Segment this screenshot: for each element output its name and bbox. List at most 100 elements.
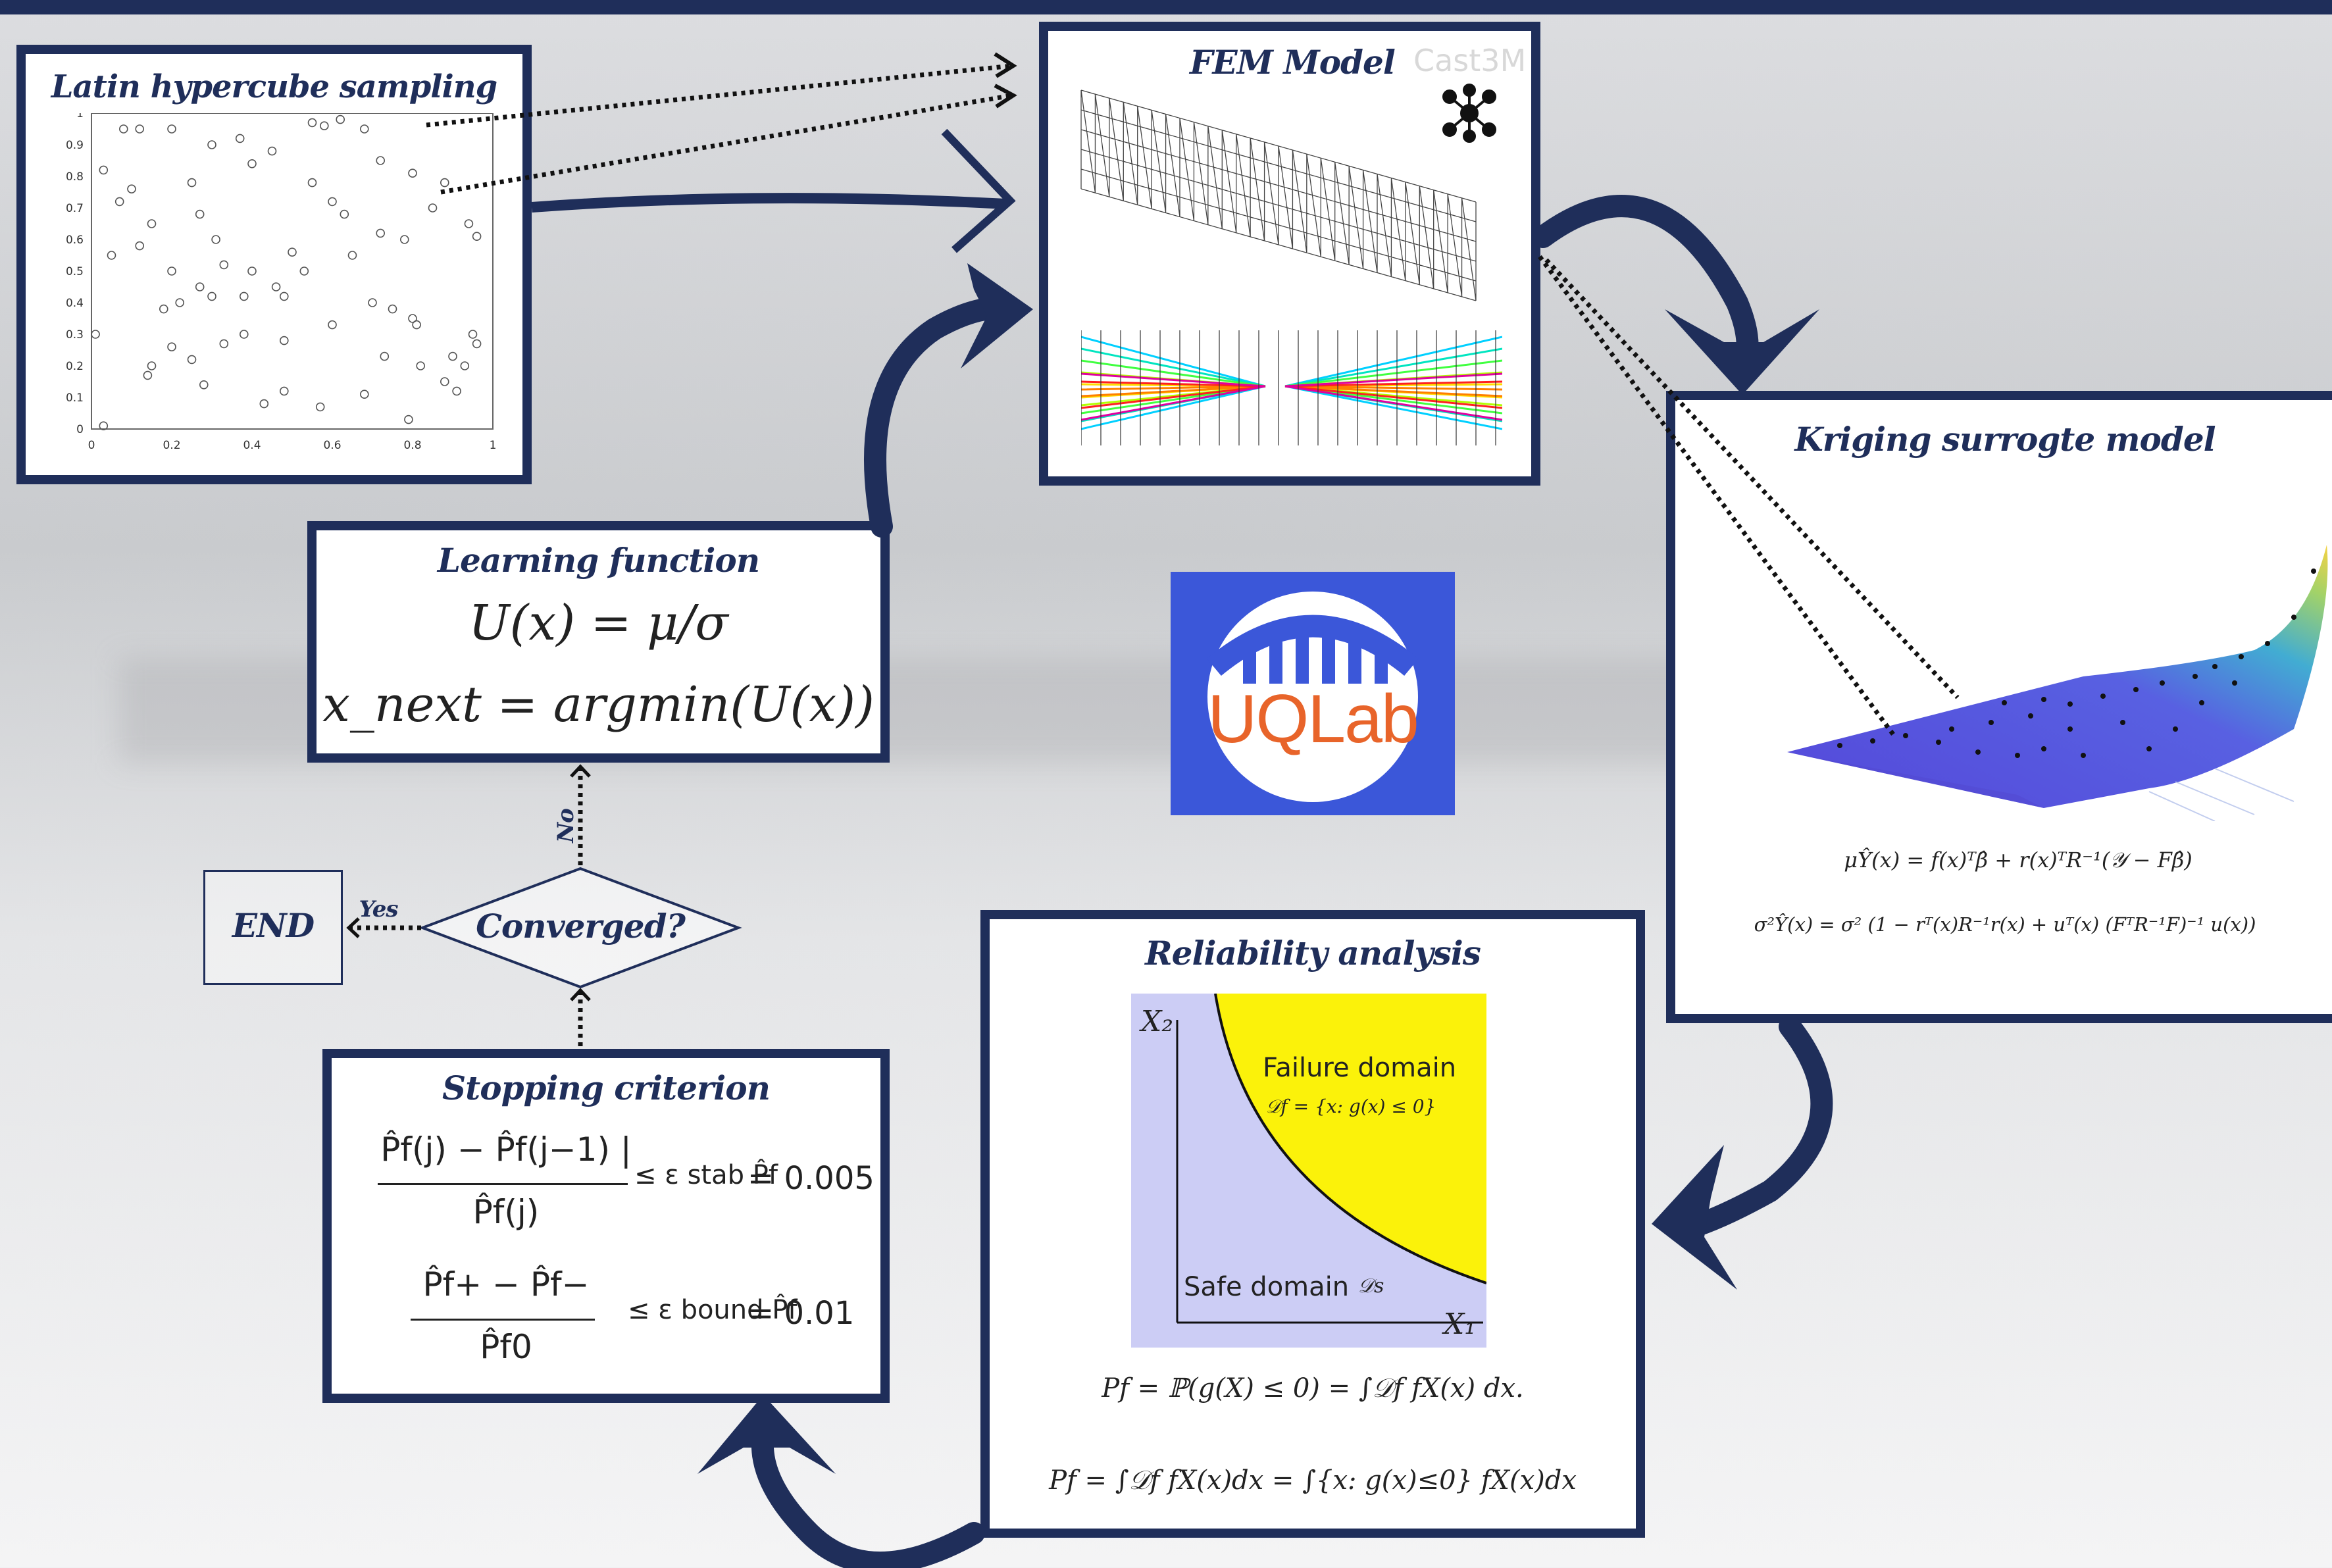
bold-arrow-lhs-fem-head xyxy=(941,128,1016,253)
kriging-mean-equation: μŶ(x) = f(x)ᵀβ̂ + r(x)ᵀR⁻¹(𝒴 − Fβ̂) xyxy=(1844,847,2193,873)
lhs-x-tick-label: 0 xyxy=(88,439,95,452)
kriging-title: Kriging surrogte model xyxy=(1794,420,2216,459)
lhs-y-tick-label: 0.4 xyxy=(66,297,84,310)
lhs-sample-point xyxy=(359,390,369,399)
dotted-arrow-head-2 xyxy=(994,84,1017,109)
kriging-variance-equation: σ²Ŷ(x) = σ² (1 − rᵀ(x)R⁻¹r(x) + uᵀ(x) (F… xyxy=(1754,913,2256,936)
uqlab-logo: UQLab xyxy=(1171,572,1455,815)
learning-title: Learning function xyxy=(437,541,760,580)
dotted-arrow-head-1 xyxy=(994,52,1017,78)
learning-next-equation: x_next = argmin(U(x)) xyxy=(322,676,874,733)
kriging-sample-point xyxy=(2120,720,2125,725)
no-label: No xyxy=(553,809,579,843)
lhs-sample-point xyxy=(195,209,205,219)
kriging-sample-point xyxy=(2265,641,2270,646)
kriging-sample-point xyxy=(2067,701,2073,707)
lhs-sample-point xyxy=(279,336,289,345)
kriging-sample-point xyxy=(2311,569,2316,574)
lhs-sample-point xyxy=(359,124,369,134)
lhs-sample-point xyxy=(187,178,197,188)
safe-domain-label: Safe domain xyxy=(1184,1272,1350,1302)
kriging-sample-point xyxy=(2232,680,2237,686)
top-bar xyxy=(0,0,2332,14)
lhs-sample-point xyxy=(472,339,482,349)
converged-label: Converged? xyxy=(476,907,686,946)
lhs-sample-point xyxy=(460,361,470,370)
crit1-epsilon: ≤ ε stab P̂f xyxy=(634,1160,778,1190)
learning-function-panel: Learning function U(x) = μ/σ x_next = ar… xyxy=(307,521,890,763)
kriging-sample-point xyxy=(2100,694,2106,699)
lhs-sample-point xyxy=(147,361,157,370)
lhs-x-tick-label: 0.8 xyxy=(403,439,421,452)
lhs-y-tick-label: 0.3 xyxy=(66,328,84,341)
lhs-y-tick-label: 0 xyxy=(76,423,84,436)
uqlab-logo-text: UQLab xyxy=(1207,681,1419,757)
lhs-sample-point xyxy=(211,235,220,244)
lhs-sample-point xyxy=(99,165,109,175)
fem-stress-line xyxy=(1081,380,1502,409)
kriging-sample-point xyxy=(2291,615,2296,620)
kriging-sample-point xyxy=(2015,753,2020,758)
kriging-sample-point xyxy=(1837,743,1842,748)
lhs-sample-point xyxy=(207,140,216,149)
failure-domain-label: Failure domain xyxy=(1263,1053,1457,1083)
lhs-sample-point xyxy=(428,203,438,213)
lhs-sample-point xyxy=(468,330,478,339)
crit2-numerator: P̂f+ − P̂f− xyxy=(422,1265,590,1303)
lhs-sample-point xyxy=(127,184,136,193)
lhs-sample-point xyxy=(247,159,257,168)
lhs-sample-point xyxy=(143,370,153,380)
lhs-y-tick-label: 0.6 xyxy=(66,234,84,247)
lhs-sample-point xyxy=(259,399,269,409)
reliability-domain-plot xyxy=(1131,994,1486,1348)
stopping-criterion-panel: Stopping criterion P̂f(j) − P̂f(j−1) | P… xyxy=(322,1049,890,1403)
kriging-sample-point xyxy=(2081,753,2086,758)
stopping-title: Stopping criterion xyxy=(442,1069,771,1107)
lhs-sample-point xyxy=(167,342,176,352)
kriging-surface-plot xyxy=(1787,545,2328,821)
crit2-fraction-bar xyxy=(411,1319,595,1321)
lhs-sample-point xyxy=(114,197,124,207)
converged-decision xyxy=(418,867,742,989)
fem-stress-line xyxy=(1081,385,1502,397)
lhs-sample-point xyxy=(119,124,128,134)
lhs-sample-point xyxy=(307,118,317,128)
lhs-sample-point xyxy=(288,247,297,257)
kriging-sample-point xyxy=(1903,733,1908,738)
lhs-sample-point xyxy=(299,266,309,276)
lhs-sample-point xyxy=(376,156,386,165)
kriging-sample-point xyxy=(2041,697,2046,702)
kriging-sample-point xyxy=(2002,700,2007,705)
lhs-scatter-plot: 0 0.1 0.2 0.3 0.4 0.5 0.6 0.7 0.8 0.9 1 0 0.2 0.4 0.6… xyxy=(66,113,497,452)
lhs-sample-point xyxy=(347,251,357,260)
lhs-sample-point xyxy=(408,168,417,178)
fem-stress-line xyxy=(1081,336,1502,430)
lhs-y-tick-label: 0.9 xyxy=(66,139,84,152)
lhs-sample-point xyxy=(187,355,197,365)
end-label: END xyxy=(232,906,315,945)
lhs-sample-point xyxy=(279,386,289,396)
lhs-sample-point xyxy=(315,402,325,412)
lhs-y-tick-label: 0.2 xyxy=(66,360,84,373)
fem-title: FEM Model xyxy=(1190,43,1396,82)
failure-domain-set: 𝒟f = {x: g(x) ≤ 0} xyxy=(1266,1096,1436,1117)
lhs-sample-point xyxy=(472,232,482,241)
lhs-sample-point xyxy=(219,339,229,349)
lhs-sample-point xyxy=(267,146,277,156)
lhs-panel: Latin hypercube sampling 0 0.1 0.2 0.3 0.4 0.… xyxy=(16,45,532,484)
crit1-numerator: P̂f(j) − P̂f(j−1) | xyxy=(380,1130,632,1169)
lhs-sample-point xyxy=(328,197,337,207)
lhs-x-tick-label: 1 xyxy=(490,439,497,452)
x2-axis-label: X₂ xyxy=(1141,1005,1173,1038)
lhs-sample-point xyxy=(247,266,257,276)
crit1-denominator: P̂f(j) xyxy=(472,1193,540,1231)
curved-arrow-fem-kriging xyxy=(1532,195,1759,376)
lhs-sample-point xyxy=(464,219,474,228)
end-box: END xyxy=(203,870,343,985)
curved-arrow-reliability-stopping-head xyxy=(697,1395,836,1474)
lhs-sample-point xyxy=(147,219,157,228)
kriging-sample-point xyxy=(1870,738,1875,744)
lhs-sample-point xyxy=(340,209,349,219)
curved-arrow-learning-fem-head xyxy=(961,263,1033,368)
lhs-sample-point xyxy=(404,415,413,424)
